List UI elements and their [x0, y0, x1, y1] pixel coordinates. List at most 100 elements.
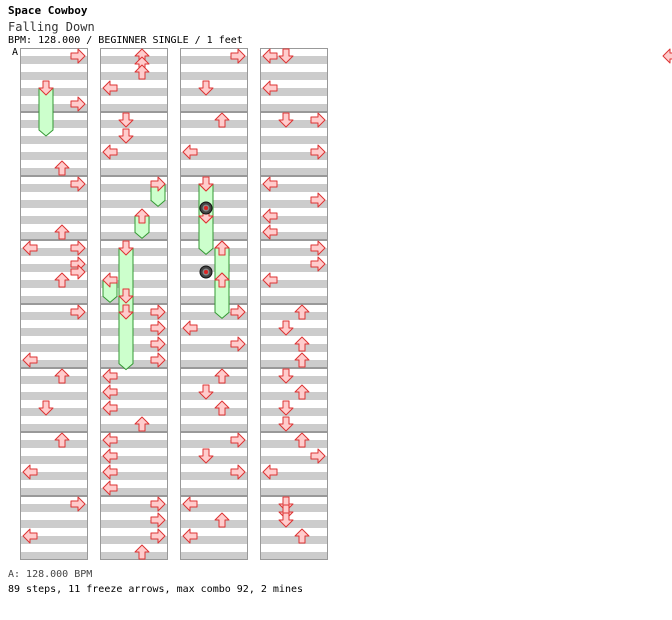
- measure-border: [20, 432, 88, 496]
- arrow-shape: [230, 336, 246, 352]
- beat-stripe: [260, 72, 328, 80]
- arrow-shape: [294, 384, 310, 400]
- arrow-shape: [102, 464, 118, 480]
- beat-stripe: [180, 104, 248, 112]
- tap-arrow-up: [54, 160, 70, 176]
- beat-stripe: [180, 136, 248, 144]
- beat-stripe: [180, 248, 248, 256]
- tap-arrow-left: [102, 400, 118, 416]
- chart-column: [20, 48, 88, 560]
- beat-stripe: [260, 552, 328, 560]
- tap-arrow-left: [102, 464, 118, 480]
- arrow-shape: [278, 368, 294, 384]
- beat-stripe: [20, 424, 88, 432]
- arrow-shape: [70, 304, 86, 320]
- beat-stripe: [100, 392, 168, 400]
- beat-stripe: [100, 344, 168, 352]
- beat-stripe: [20, 408, 88, 416]
- arrow-shape: [198, 384, 214, 400]
- beat-stripe: [260, 472, 328, 480]
- beat-stripe: [180, 360, 248, 368]
- tap-arrow-left: [102, 480, 118, 496]
- footer-stats: 89 steps, 11 freeze arrows, max combo 92…: [8, 584, 304, 595]
- arrow-shape: [70, 48, 86, 64]
- measure-border: [100, 240, 168, 304]
- beat-stripe: [180, 472, 248, 480]
- beat-stripe: [20, 248, 88, 256]
- tap-arrow-right: [70, 304, 86, 320]
- arrow-shape: [214, 512, 230, 528]
- arrow-shape: [262, 272, 278, 288]
- arrow-shape: [150, 512, 166, 528]
- tap-arrow-right: [150, 320, 166, 336]
- beat-stripe: [20, 312, 88, 320]
- beat-stripe: [20, 296, 88, 304]
- tap-arrow-right: [70, 240, 86, 256]
- tap-arrow-left: [102, 80, 118, 96]
- measure-border: [20, 240, 88, 304]
- beat-stripe: [20, 488, 88, 496]
- tap-arrow-right: [70, 176, 86, 192]
- measure-border: [180, 176, 248, 240]
- tap-arrow-left: [262, 208, 278, 224]
- arrow-shape: [150, 320, 166, 336]
- beat-stripe: [100, 504, 168, 512]
- arrow-shape: [278, 512, 294, 528]
- tap-arrow-left: [102, 368, 118, 384]
- measure-border: [100, 112, 168, 176]
- beat-stripe: [180, 280, 248, 288]
- beat-stripe: [180, 488, 248, 496]
- arrow-shape: [310, 112, 326, 128]
- tap-arrow-right: [230, 336, 246, 352]
- measure-border: [260, 48, 328, 112]
- tap-arrow-down: [198, 80, 214, 96]
- measure-border: [260, 176, 328, 240]
- tap-arrow-down: [278, 112, 294, 128]
- beat-stripe: [180, 168, 248, 176]
- tap-arrow-left: [22, 352, 38, 368]
- beat-stripe: [260, 360, 328, 368]
- beat-stripe: [20, 472, 88, 480]
- arrow-shape: [102, 80, 118, 96]
- beat-stripe: [100, 136, 168, 144]
- freeze-head-arrow: [134, 208, 150, 224]
- measure-border: [100, 368, 168, 432]
- beat-stripe: [180, 88, 248, 96]
- beat-stripe: [100, 216, 168, 224]
- arrow-shape: [38, 400, 54, 416]
- tap-arrow-up: [214, 272, 230, 288]
- freeze-head-arrow: [150, 176, 166, 192]
- tap-arrow-left: [182, 528, 198, 544]
- arrow-shape: [70, 96, 86, 112]
- mine-core: [204, 206, 208, 210]
- beat-stripe: [260, 136, 328, 144]
- arrow-shape: [134, 64, 150, 80]
- freeze-arrow: [150, 176, 166, 208]
- arrow-shape: [102, 432, 118, 448]
- mine: [199, 265, 213, 279]
- beat-stripe: [260, 88, 328, 96]
- beat-stripe: [260, 232, 328, 240]
- arrow-shape: [214, 240, 230, 256]
- tap-arrow-right: [230, 304, 246, 320]
- beat-stripe: [180, 408, 248, 416]
- beat-stripe: [260, 328, 328, 336]
- tap-arrow-right: [230, 464, 246, 480]
- beat-stripe: [260, 312, 328, 320]
- measure-border: [20, 368, 88, 432]
- tap-arrow-right: [70, 96, 86, 112]
- tap-arrow-left: [262, 272, 278, 288]
- arrow-shape: [262, 224, 278, 240]
- offscreen-arrow: [662, 48, 672, 64]
- arrow-shape: [118, 304, 134, 320]
- tap-arrow-up: [54, 368, 70, 384]
- beat-stripe: [180, 424, 248, 432]
- arrow-shape: [54, 160, 70, 176]
- arrow-shape: [278, 112, 294, 128]
- beat-stripe: [180, 328, 248, 336]
- tap-arrow-right: [70, 496, 86, 512]
- beat-stripe: [260, 248, 328, 256]
- arrow-shape: [134, 208, 150, 224]
- beat-stripe: [20, 200, 88, 208]
- tap-arrow-left: [102, 384, 118, 400]
